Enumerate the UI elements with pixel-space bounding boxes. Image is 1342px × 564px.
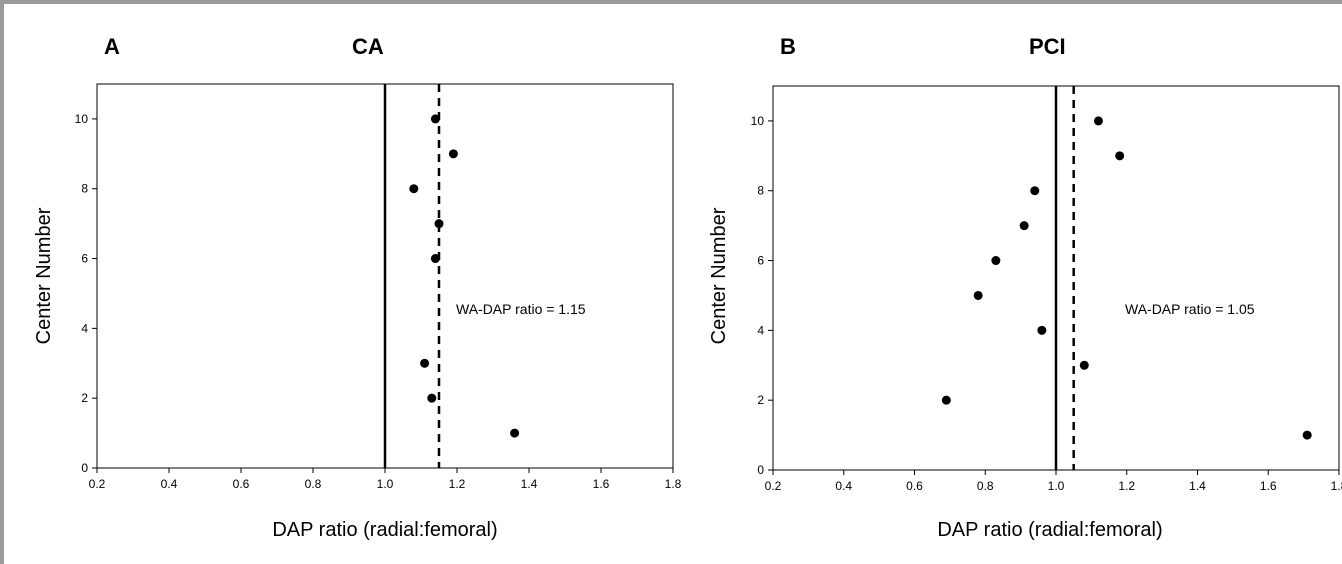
y-tick-label: 10 bbox=[751, 114, 765, 128]
x-tick-label: 1.2 bbox=[449, 477, 466, 491]
y-tick-label: 0 bbox=[81, 461, 88, 475]
panel-b-title: PCI bbox=[1029, 34, 1066, 59]
data-point bbox=[1093, 116, 1103, 126]
y-tick-label: 10 bbox=[75, 112, 89, 126]
data-point bbox=[1302, 430, 1312, 440]
data-point bbox=[1115, 151, 1125, 161]
x-tick-label: 0.4 bbox=[835, 479, 852, 493]
figure-frame-top bbox=[0, 0, 1342, 4]
y-tick-label: 2 bbox=[81, 391, 88, 405]
data-point bbox=[1030, 186, 1040, 196]
x-tick-label: 1.2 bbox=[1118, 479, 1135, 493]
panel-b-letter: B bbox=[780, 34, 796, 59]
y-tick-label: 0 bbox=[757, 463, 764, 477]
panel-a-reference-lines bbox=[383, 84, 441, 468]
y-tick-label: 4 bbox=[757, 323, 764, 337]
panel-a-points bbox=[409, 114, 520, 438]
x-tick-label: 1.0 bbox=[1048, 479, 1065, 493]
x-tick-label: 0.8 bbox=[305, 477, 322, 491]
x-tick-label: 1.6 bbox=[593, 477, 610, 491]
panel-a-annotation: WA-DAP ratio = 1.15 bbox=[456, 301, 586, 317]
data-point bbox=[430, 114, 440, 124]
data-point bbox=[991, 256, 1001, 266]
data-point bbox=[941, 395, 951, 405]
panel-a-y-ticks: 0 2 4 6 8 10 bbox=[75, 112, 97, 475]
panel-a-x-axis-label: DAP ratio (radial:femoral) bbox=[272, 519, 497, 541]
panel-b-annotation: WA-DAP ratio = 1.05 bbox=[1125, 301, 1255, 317]
panel-a-title: CA bbox=[352, 34, 384, 59]
panel-b-y-axis-label: Center Number bbox=[708, 207, 730, 344]
data-point bbox=[430, 254, 440, 264]
data-point bbox=[1079, 360, 1089, 370]
y-tick-label: 4 bbox=[81, 321, 88, 335]
data-point bbox=[409, 184, 419, 194]
x-tick-label: 0.6 bbox=[906, 479, 923, 493]
x-tick-label: 1.4 bbox=[1189, 479, 1206, 493]
data-point bbox=[434, 219, 444, 229]
panel-b-reference-lines bbox=[1054, 86, 1075, 470]
data-point bbox=[1019, 221, 1029, 231]
data-point bbox=[510, 428, 520, 438]
y-tick-label: 6 bbox=[81, 252, 88, 266]
panel-b-x-ticks: 0.2 0.4 0.6 0.8 1.0 1.2 1.4 1.6 1.8 bbox=[765, 470, 1342, 493]
data-point bbox=[427, 393, 437, 403]
x-tick-label: 0.2 bbox=[765, 479, 782, 493]
x-tick-label: 1.6 bbox=[1260, 479, 1277, 493]
x-tick-label: 1.0 bbox=[377, 477, 394, 491]
panel-a-x-ticks: 0.2 0.4 0.6 0.8 1.0 1.2 1.4 1.6 1.8 bbox=[89, 468, 682, 491]
x-tick-label: 0.8 bbox=[977, 479, 994, 493]
y-tick-label: 6 bbox=[757, 254, 764, 268]
data-point bbox=[420, 358, 430, 368]
y-tick-label: 8 bbox=[81, 182, 88, 196]
panel-a-letter: A bbox=[104, 34, 120, 59]
x-tick-label: 1.8 bbox=[665, 477, 682, 491]
data-point bbox=[448, 149, 458, 159]
data-point bbox=[1037, 325, 1047, 335]
data-point bbox=[973, 290, 983, 300]
x-tick-label: 1.8 bbox=[1331, 479, 1342, 493]
panel-b-points bbox=[941, 116, 1312, 440]
panel-b-y-ticks: 0 2 4 6 8 10 bbox=[751, 114, 773, 477]
x-tick-label: 0.2 bbox=[89, 477, 106, 491]
panel-a-y-axis-label: Center Number bbox=[33, 207, 55, 344]
y-tick-label: 8 bbox=[757, 184, 764, 198]
panel-b: B PCI 0 2 4 6 8 10 0.2 0.4 0.6 0.8 1.0 1.2 1.4 1.6 1.… bbox=[708, 34, 1342, 541]
x-tick-label: 1.4 bbox=[521, 477, 538, 491]
x-tick-label: 0.6 bbox=[233, 477, 250, 491]
x-tick-label: 0.4 bbox=[161, 477, 178, 491]
panel-b-x-axis-label: DAP ratio (radial:femoral) bbox=[937, 519, 1162, 541]
figure-frame-left bbox=[0, 0, 4, 564]
panel-a: A CA 0 2 4 6 8 10 0.2 0.4 0.6 0.8 1.0 1.2 1.4 1.6 1.8… bbox=[33, 34, 682, 541]
y-tick-label: 2 bbox=[757, 393, 764, 407]
